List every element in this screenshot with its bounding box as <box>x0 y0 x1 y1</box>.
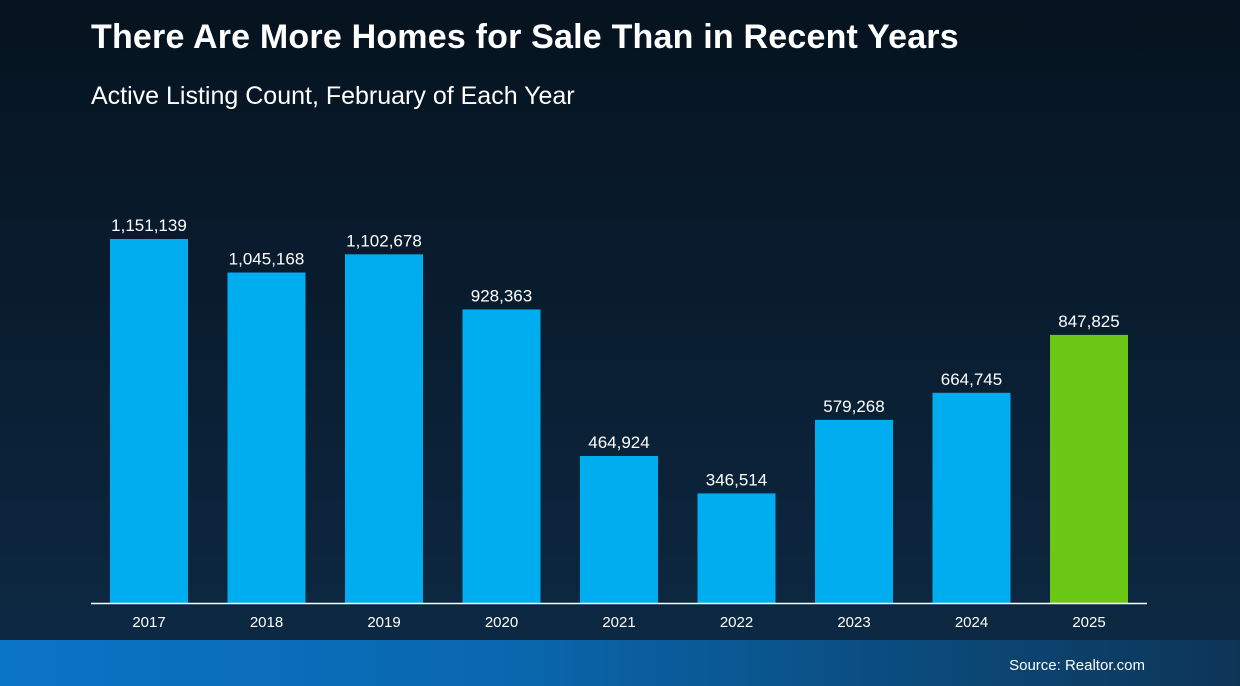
data-label-2017: 1,151,139 <box>111 216 187 235</box>
x-tick-label-2019: 2019 <box>367 614 400 631</box>
data-label-2022: 346,514 <box>706 470 767 489</box>
chart-subtitle: Active Listing Count, February of Each Y… <box>91 82 575 110</box>
x-tick-label-2022: 2022 <box>720 614 753 631</box>
bar-2021 <box>580 455 658 603</box>
x-tick-label-2025: 2025 <box>1072 614 1105 631</box>
bar-2018 <box>227 272 306 603</box>
x-tick-label-2024: 2024 <box>955 614 988 631</box>
x-tick-label-2017: 2017 <box>132 614 165 631</box>
bar-2024 <box>932 392 1011 603</box>
data-label-2018: 1,045,168 <box>229 250 305 269</box>
bar-2019 <box>345 254 423 603</box>
bar-2023 <box>815 419 893 603</box>
data-label-2020: 928,363 <box>471 286 532 305</box>
data-label-2023: 579,268 <box>823 397 884 416</box>
x-tick-label-2023: 2023 <box>837 614 870 631</box>
data-label-2019: 1,102,678 <box>346 231 422 250</box>
source-label: Source: Realtor.com <box>1009 657 1145 674</box>
footer-bar: Source: Realtor.com <box>0 640 1240 686</box>
bar-2025 <box>1050 334 1128 603</box>
x-tick-label-2018: 2018 <box>250 614 283 631</box>
data-label-2021: 464,924 <box>588 433 649 452</box>
bar-chart: 1,151,139 2017 1,045,168 2018 1,102,678 2019 9… <box>110 216 1128 631</box>
chart-title: There Are More Homes for Sale Than in Re… <box>91 18 959 56</box>
x-tick-label-2020: 2020 <box>485 614 518 631</box>
data-label-2025: 847,825 <box>1058 312 1119 331</box>
bar-2017 <box>110 239 188 603</box>
bar-2020 <box>462 309 541 603</box>
data-label-2024: 664,745 <box>941 370 1002 389</box>
x-tick-label-2021: 2021 <box>602 614 635 631</box>
bar-2022 <box>697 493 776 603</box>
